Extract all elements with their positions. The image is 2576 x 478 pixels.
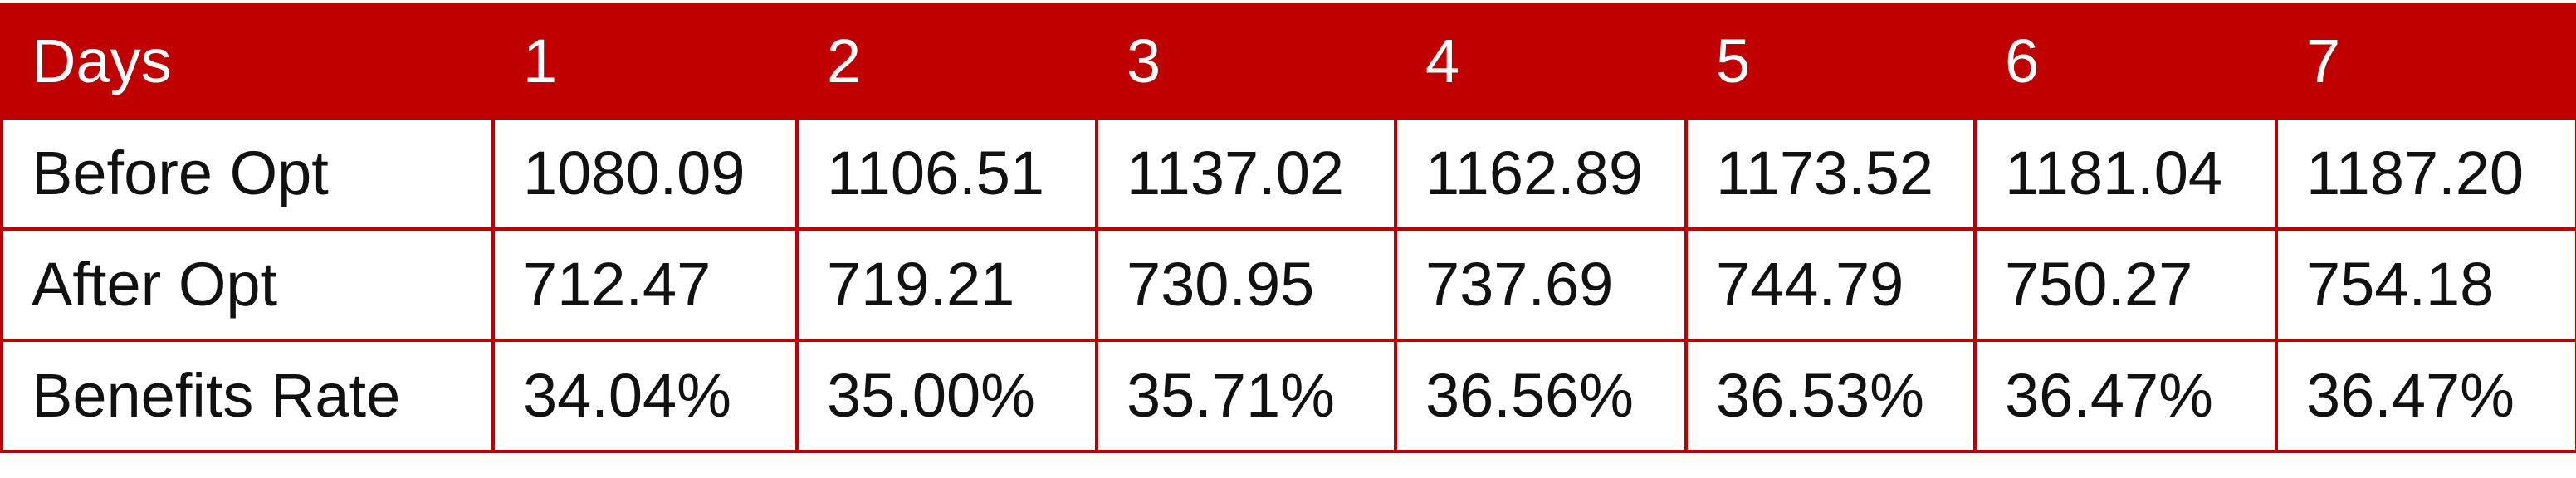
table-cell: 1173.52 <box>1684 116 1977 231</box>
table-row-before-opt: Before Opt 1080.09 1106.51 1137.02 1162.… <box>0 116 2576 231</box>
header-cell-day-2: 2 <box>795 3 1098 120</box>
row-label-benefits-rate: Benefits Rate <box>0 339 495 453</box>
row-label-after-opt: After Opt <box>0 227 495 342</box>
table-cell: 36.56% <box>1394 339 1688 453</box>
header-cell-day-5: 5 <box>1684 3 1977 120</box>
header-cell-day-1: 1 <box>491 3 799 120</box>
table-cell: 1080.09 <box>491 116 799 231</box>
table-cell: 712.47 <box>491 227 799 342</box>
header-cell-day-7: 7 <box>2275 3 2576 120</box>
table-row-after-opt: After Opt 712.47 719.21 730.95 737.69 74… <box>0 227 2576 342</box>
table-cell: 750.27 <box>1973 227 2278 342</box>
header-row: Days 1 2 3 4 5 6 7 <box>0 3 2576 120</box>
data-table: Days 1 2 3 4 5 6 7 Before Opt 1080.09 11… <box>0 3 2576 453</box>
table-cell: 34.04% <box>491 339 799 453</box>
table-cell: 36.53% <box>1684 339 1977 453</box>
header-cell-day-4: 4 <box>1394 3 1688 120</box>
table-cell: 744.79 <box>1684 227 1977 342</box>
table-cell: 35.00% <box>795 339 1098 453</box>
table-cell: 36.47% <box>2275 339 2576 453</box>
row-label-before-opt: Before Opt <box>0 116 495 231</box>
table-cell: 1137.02 <box>1095 116 1397 231</box>
table-cell: 36.47% <box>1973 339 2278 453</box>
table-row-benefits-rate: Benefits Rate 34.04% 35.00% 35.71% 36.56… <box>0 339 2576 453</box>
table-cell: 1187.20 <box>2275 116 2576 231</box>
table-cell: 1181.04 <box>1973 116 2278 231</box>
data-table-container: Days 1 2 3 4 5 6 7 Before Opt 1080.09 11… <box>0 3 2576 453</box>
header-cell-day-6: 6 <box>1973 3 2278 120</box>
header-cell-days: Days <box>0 3 495 120</box>
table-cell: 1106.51 <box>795 116 1098 231</box>
table-cell: 737.69 <box>1394 227 1688 342</box>
table-cell: 35.71% <box>1095 339 1397 453</box>
table-cell: 730.95 <box>1095 227 1397 342</box>
table-cell: 719.21 <box>795 227 1098 342</box>
header-cell-day-3: 3 <box>1095 3 1397 120</box>
table-cell: 1162.89 <box>1394 116 1688 231</box>
table-cell: 754.18 <box>2275 227 2576 342</box>
